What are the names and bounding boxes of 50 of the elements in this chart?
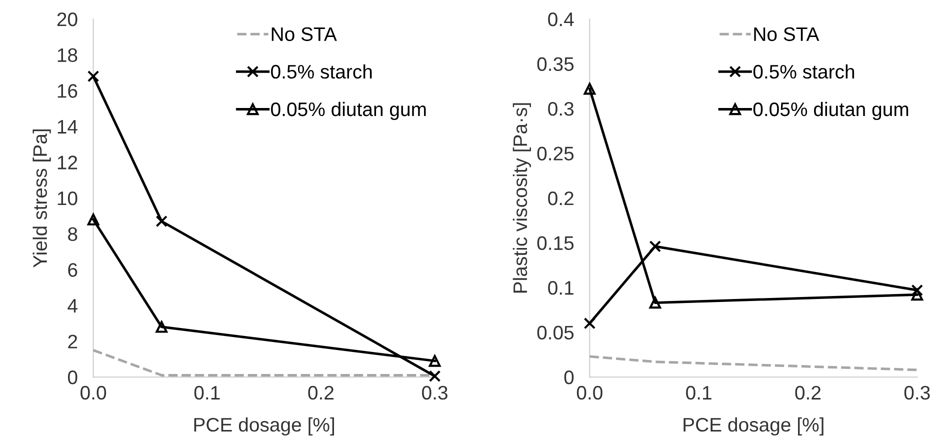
point [911,288,924,301]
y-tick-label: 18 [58,48,78,62]
legend-label: 0.05% diutan gum [753,102,908,120]
y-tick-label: 14 [58,120,78,134]
y-tick-label: 12 [58,156,78,170]
point [649,296,662,309]
x-tick-label: 0.0 [80,386,106,400]
point [428,370,441,382]
y-tick-label: 0.1 [548,280,574,295]
y-tick-label: 0.25 [537,146,574,160]
y-tick-label: 0.35 [537,57,574,71]
x-tick-label: 0.1 [686,386,712,400]
y-tick-label: 16 [58,84,78,98]
legend-label: 0.5% starch [271,64,372,79]
point [87,214,100,226]
legend-label: No STA [754,27,820,42]
y-tick-label: 0.4 [548,12,574,26]
y-tick-label: 0.05 [537,326,574,340]
legend-label: No STA [272,27,337,42]
y-tick-label: 0.3 [548,102,574,116]
x-tick-label: 0.3 [422,386,448,400]
point [584,317,596,330]
y-tick-label: 20 [57,12,78,26]
x-tick-label: 0.3 [904,386,930,400]
y-tick-label: 4 [68,299,78,312]
point [584,82,596,95]
point [87,70,100,82]
y-tick-label: 10 [58,191,78,206]
x-tick-label: 0.0 [576,386,602,400]
x-tick-label: 0.2 [308,386,334,400]
y-tick-label: 0.15 [537,236,574,250]
y-tick-label: 8 [68,227,78,242]
x-axis-title: PCE dosage [%] [194,417,334,436]
y-tick-label: 0 [564,370,574,384]
legend-label: 0.05% diutan gum [271,102,426,120]
x-axis-title: PCE dosage [%] [684,417,824,436]
point [428,355,441,367]
point [911,284,924,296]
point [156,215,168,228]
x-tick-label: 0.1 [194,386,220,400]
y-tick-label: 0.2 [548,191,574,206]
point [156,320,168,333]
point [649,240,662,252]
y-tick-label: 6 [68,263,78,277]
x-tick-label: 0.2 [795,386,821,400]
y-axis-title: Plastic viscosity [Pa·s] [512,103,531,293]
y-tick-label: 0 [68,370,78,384]
legend-label: 0.5% starch [753,64,854,79]
y-tick-label: 2 [68,334,78,348]
y-axis-title: Yield stress [Pa] [32,130,51,268]
